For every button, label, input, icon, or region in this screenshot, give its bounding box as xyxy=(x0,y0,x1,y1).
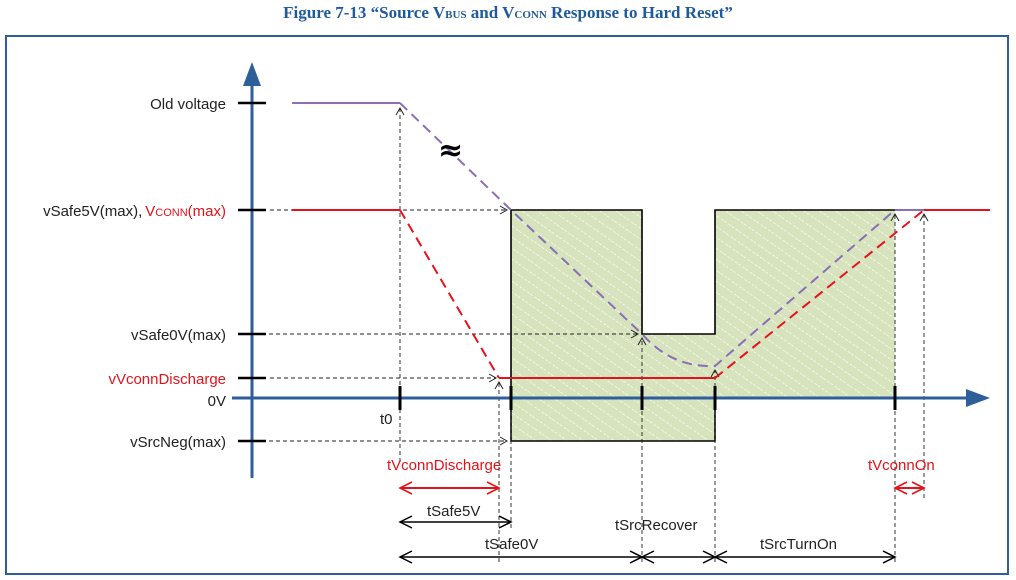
label-tvconn-discharge: tVconnDischarge xyxy=(387,457,501,474)
label-t0: t0 xyxy=(380,411,393,428)
label-tsafe5v: tSafe5V xyxy=(427,503,480,520)
label-tsafe0v: tSafe0V xyxy=(485,536,538,553)
x-ticks xyxy=(398,386,897,410)
vbus-envelope xyxy=(511,210,895,441)
approx-symbol: ≈ xyxy=(438,133,463,168)
label-vsrcneg: vSrcNeg(max) xyxy=(130,434,226,451)
timing-arrows xyxy=(398,481,926,564)
label-tsrc-recover: tSrcRecover xyxy=(615,517,698,534)
label-vvconn-discharge: vVconnDischarge xyxy=(108,371,226,388)
label-vsafe0v: vSafe0V(max) xyxy=(131,327,226,344)
label-old-voltage: Old voltage xyxy=(150,96,226,113)
label-vsafe5v-vconn-max: vSafe5V(max), VCONN(max) xyxy=(43,203,226,220)
reference-lines xyxy=(248,106,929,562)
figure-frame xyxy=(5,35,1009,575)
x-axis-arrow xyxy=(966,389,990,407)
figure-title: Figure 7-13 “Source VBUS and VCONN Respo… xyxy=(283,3,733,22)
label-tsrc-turn-on: tSrcTurnOn xyxy=(760,536,837,553)
y-axis-arrow xyxy=(243,62,261,86)
label-0v: 0V xyxy=(208,393,226,410)
label-tvconn-on: tVconnOn xyxy=(868,457,935,474)
y-ticks xyxy=(238,101,266,443)
vbus-trace xyxy=(292,102,924,368)
vconn-trace xyxy=(292,209,990,379)
